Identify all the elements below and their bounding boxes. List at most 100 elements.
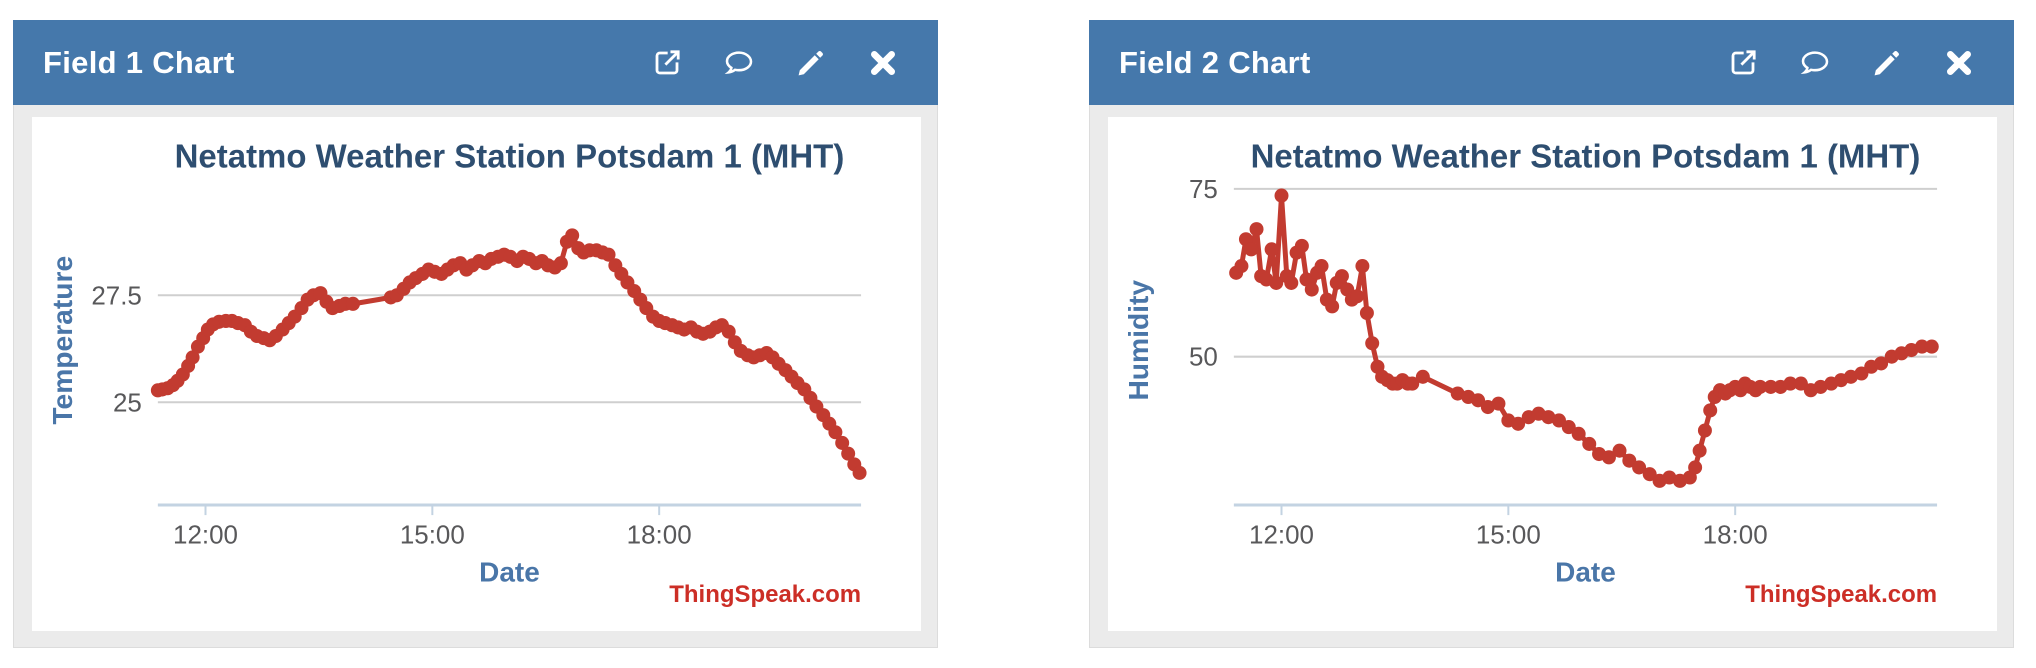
y-tick-label: 50	[1189, 342, 1218, 372]
data-point-marker	[841, 446, 856, 461]
y-axis-title: Temperature	[47, 256, 78, 425]
x-tick-label: 15:00	[400, 519, 465, 549]
data-point-marker	[1697, 423, 1712, 438]
data-point-marker	[1874, 356, 1889, 371]
data-point-marker	[1471, 393, 1486, 408]
x-tick-label: 18:00	[627, 519, 692, 549]
x-tick-label: 12:00	[173, 519, 238, 549]
data-point-marker	[852, 465, 867, 480]
data-point-marker	[1692, 443, 1707, 458]
data-point-marker	[1582, 436, 1597, 451]
data-point-marker	[1642, 467, 1657, 482]
data-point-marker	[1269, 275, 1284, 290]
data-point-marker	[1601, 450, 1616, 465]
x-tick-label: 12:00	[1249, 519, 1314, 549]
thingspeak-watermark: ThingSpeak.com	[669, 581, 861, 608]
data-point-marker	[185, 350, 200, 365]
chart-title: Netatmo Weather Station Potsdam 1 (MHT)	[1251, 138, 1921, 175]
data-point-marker	[1753, 379, 1768, 394]
chart-title: Netatmo Weather Station Potsdam 1 (MHT)	[175, 138, 845, 175]
chart-area: 50 75 12:00 15:00 18:00 Netatmo Weather Stati…	[1108, 117, 1997, 631]
x-axis-title: Date	[479, 557, 540, 588]
widget-title: Field 1 Chart	[43, 44, 235, 80]
data-point-marker	[1405, 376, 1420, 391]
data-point-marker	[1234, 259, 1249, 274]
edit-button[interactable]	[1870, 46, 1904, 80]
x-tick-label: 15:00	[1476, 519, 1541, 549]
data-point-marker	[1284, 275, 1299, 290]
edit-icon	[1871, 47, 1903, 79]
data-point-marker	[1924, 339, 1939, 354]
data-point-marker	[1854, 366, 1869, 381]
open-in-new-window-icon	[651, 47, 683, 79]
data-point-marker	[1511, 416, 1526, 431]
comment-button[interactable]	[722, 46, 756, 80]
data-point-marker	[1355, 259, 1370, 274]
humidity-chart[interactable]: 50 75 12:00 15:00 18:00 Netatmo Weather Stati…	[1108, 117, 1997, 631]
widget-title: Field 2 Chart	[1119, 44, 1311, 80]
x-axis-title: Date	[1555, 557, 1616, 588]
data-point-marker	[1703, 403, 1718, 418]
y-tick-label: 27.5	[91, 280, 142, 310]
data-point-marker	[1763, 379, 1778, 394]
field1-chart-widget: Field 1 Chart 25 27.5 12:00 15:00 18:00 Netat…	[13, 20, 938, 648]
open-in-new-window-button[interactable]	[1726, 46, 1760, 80]
data-point-marker	[1274, 188, 1289, 203]
data-point-marker	[1783, 376, 1798, 391]
data-point-marker	[1450, 386, 1465, 401]
close-button[interactable]	[866, 46, 900, 80]
data-point-marker	[1552, 413, 1566, 428]
temperature-chart[interactable]: 25 27.5 12:00 15:00 18:00 Netatmo Weather Sta…	[32, 117, 921, 631]
data-point-marker	[1325, 299, 1340, 314]
data-point-marker	[1561, 420, 1576, 435]
data-point-marker	[601, 247, 616, 262]
edit-icon	[795, 47, 827, 79]
data-point-marker	[1793, 376, 1808, 391]
comment-button[interactable]	[1798, 46, 1832, 80]
data-point-marker	[1264, 242, 1279, 257]
y-tick-label: 75	[1189, 174, 1218, 204]
data-point-marker	[1491, 396, 1506, 411]
widget-body: 25 27.5 12:00 15:00 18:00 Netatmo Weather Sta…	[13, 105, 938, 648]
data-point-marker	[828, 425, 843, 440]
comment-icon	[723, 47, 755, 79]
widget-header-actions	[650, 46, 900, 80]
data-point-marker	[1365, 336, 1380, 351]
data-point-marker	[1914, 339, 1929, 354]
data-point-marker	[1314, 259, 1329, 274]
data-point-marker	[1334, 269, 1349, 284]
data-point-marker	[553, 256, 568, 271]
data-point-marker	[1541, 410, 1556, 425]
data-point-marker	[1350, 289, 1365, 304]
close-icon	[1943, 47, 1975, 79]
data-point-marker	[1480, 400, 1495, 415]
close-icon	[867, 47, 899, 79]
data-point-marker	[1571, 426, 1586, 441]
data-point-marker	[1843, 369, 1858, 384]
y-tick-label: 25	[113, 387, 142, 417]
chart-area: 25 27.5 12:00 15:00 18:00 Netatmo Weather Sta…	[32, 117, 921, 631]
data-point-marker	[1904, 342, 1919, 358]
data-point-marker	[1632, 460, 1647, 475]
widget-header-actions	[1726, 46, 1976, 80]
data-point-marker	[1662, 470, 1677, 485]
data-point-marker	[565, 228, 580, 243]
edit-button[interactable]	[794, 46, 828, 80]
open-in-new-window-icon	[1727, 47, 1759, 79]
data-point-marker	[1612, 443, 1627, 458]
field1-widget-header: Field 1 Chart	[13, 20, 938, 105]
data-point-marker	[1688, 460, 1703, 475]
data-point-marker	[835, 435, 850, 450]
data-point-marker	[1244, 242, 1259, 257]
data-point-marker	[1622, 453, 1637, 468]
y-axis-title: Humidity	[1123, 280, 1154, 401]
close-button[interactable]	[1942, 46, 1976, 80]
thingspeak-watermark: ThingSpeak.com	[1745, 581, 1937, 608]
data-point-marker	[721, 324, 736, 339]
data-point-marker	[1304, 282, 1319, 297]
open-in-new-window-button[interactable]	[650, 46, 684, 80]
field2-widget-header: Field 2 Chart	[1089, 20, 2014, 105]
widget-body: 50 75 12:00 15:00 18:00 Netatmo Weather Stati…	[1089, 105, 2014, 648]
data-point-marker	[1415, 369, 1430, 384]
data-point-marker	[1813, 379, 1828, 394]
